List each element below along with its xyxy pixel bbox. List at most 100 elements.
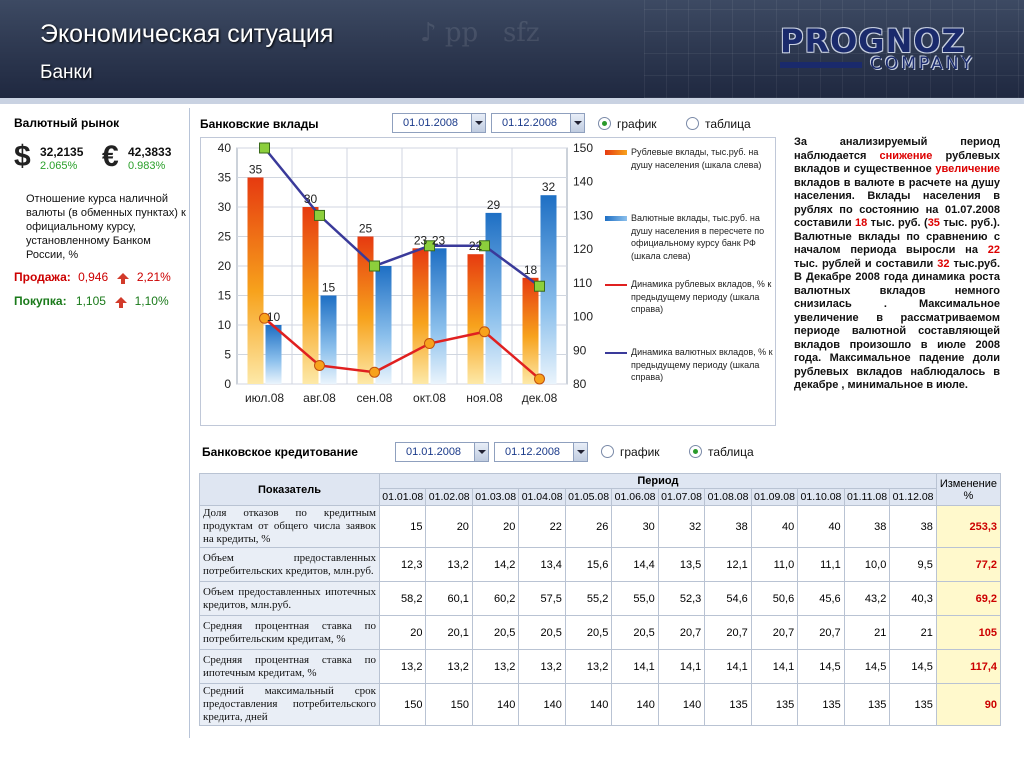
col-month: 01.10.08 <box>797 488 845 506</box>
table-cell: 140 <box>611 683 659 726</box>
table-cell: 14,1 <box>704 649 752 684</box>
analysis-part: тыс. руб.). Валютные вклады по сравнению… <box>794 217 1000 256</box>
table-cell: 14,5 <box>889 649 937 684</box>
logo-bar <box>780 62 862 68</box>
bar-rub-deposits <box>247 177 264 384</box>
col-month: 01.03.08 <box>471 488 520 506</box>
table-cell: 58,2 <box>378 581 427 616</box>
table-cell: 135 <box>843 683 891 726</box>
legend-label: Рублевые вклады, тыс.руб. на душу населе… <box>631 147 762 170</box>
prognoz-logo: PROGNOZ COMPANY <box>770 18 1018 78</box>
table-cell: 150 <box>425 683 473 726</box>
table-cell: 14,5 <box>797 649 845 684</box>
deposits-date-to[interactable]: 01.12.2008 <box>491 113 585 133</box>
point-val-dynamics <box>369 260 380 272</box>
point-rub-dynamics <box>314 359 325 371</box>
table-header-row: Показатель Период Изменение % <box>199 473 1002 506</box>
table-cell: 30 <box>611 505 659 548</box>
col-month: 01.11.08 <box>843 488 891 506</box>
credit-radio-table[interactable] <box>689 445 702 458</box>
table-cell: 10,0 <box>843 547 891 582</box>
table-cell: 9,5 <box>889 547 937 582</box>
chart-legend: Рублевые вклады, тыс.руб. на душу населе… <box>603 138 775 427</box>
table-cell: 14,4 <box>611 547 659 582</box>
x-tick-label: окт.08 <box>413 391 446 405</box>
point-val-dynamics <box>479 240 490 252</box>
table-row: Объем предоставленных ипотечных кредитов… <box>199 581 1002 616</box>
chevron-down-icon[interactable] <box>471 114 485 132</box>
point-rub-dynamics <box>479 326 490 338</box>
table-cell: 135 <box>797 683 845 726</box>
arrow-up-icon <box>117 273 130 284</box>
row-indicator: Средняя процентная ставка по ипотечным к… <box>199 649 380 684</box>
table-cell: 135 <box>704 683 752 726</box>
point-rub-dynamics <box>424 338 435 350</box>
logo-text-sub: COMPANY <box>870 54 975 74</box>
deposits-radio-table[interactable] <box>686 117 699 130</box>
credit-radio-table-label[interactable]: таблица <box>708 445 754 459</box>
table-cell: 21 <box>889 615 937 650</box>
table-cell: 57,5 <box>518 581 566 616</box>
deposits-date-from[interactable]: 01.01.2008 <box>392 113 486 133</box>
table-cell: 135 <box>750 683 799 726</box>
table-cell: 13,2 <box>425 649 473 684</box>
table-cell: 13,2 <box>564 649 613 684</box>
sell-pct: 2,21% <box>136 270 171 284</box>
col-month: 01.06.08 <box>611 488 659 506</box>
legend-label: Динамика рублевых вкладов, % к предыдуще… <box>631 279 772 314</box>
change-cell: 253,3 <box>935 505 1002 548</box>
chevron-down-icon[interactable] <box>570 114 584 132</box>
eur-change: 0.983% <box>128 160 166 172</box>
bar-data-label: 22 <box>469 239 483 253</box>
point-val-dynamics <box>424 240 435 252</box>
table-cell: 14,1 <box>750 649 799 684</box>
bar-rub-deposits <box>467 254 484 384</box>
analysis-part: тыс. рублей и составили <box>794 257 938 270</box>
col-month: 01.08.08 <box>704 488 752 506</box>
analysis-highlight: 32 <box>937 257 950 270</box>
arrow-up-icon <box>115 297 128 308</box>
table-cell: 22 <box>518 505 566 548</box>
credit-date-to[interactable]: 01.12.2008 <box>494 442 588 462</box>
table-cell: 12,1 <box>704 547 752 582</box>
deposits-title: Банковские вклады <box>200 117 319 131</box>
dollar-icon: $ <box>14 140 31 173</box>
change-cell: 117,4 <box>935 649 1002 684</box>
credit-date-from[interactable]: 01.01.2008 <box>395 442 489 462</box>
sell-row: Продажа: 0,946 2,21% <box>14 270 171 284</box>
row-indicator: Объем предоставленных ипотечных кредитов… <box>199 581 380 616</box>
y-tick-left: 35 <box>218 171 232 185</box>
table-cell: 20,1 <box>425 615 473 650</box>
legend-swatch <box>605 352 627 354</box>
x-tick-label: дек.08 <box>522 391 558 405</box>
y-tick-left: 0 <box>224 377 231 391</box>
y-tick-right: 90 <box>573 343 587 357</box>
deposits-radio-chart-label[interactable]: график <box>617 117 657 131</box>
y-tick-left: 5 <box>224 348 231 362</box>
chevron-down-icon[interactable] <box>474 443 488 461</box>
row-indicator: Объем предоставленных потребительских кр… <box>199 547 380 582</box>
table-cell: 60,2 <box>471 581 520 616</box>
credit-date-to-value: 01.12.2008 <box>505 446 561 458</box>
col-month: 01.05.08 <box>564 488 613 506</box>
table-cell: 13,2 <box>378 649 427 684</box>
table-cell: 140 <box>471 683 520 726</box>
credit-radio-chart-label[interactable]: график <box>620 445 660 459</box>
deposits-radio-table-label[interactable]: таблица <box>705 117 751 131</box>
eur-rate: 42,3833 <box>128 145 172 159</box>
credit-radio-chart[interactable] <box>601 445 614 458</box>
x-tick-label: июл.08 <box>245 391 284 405</box>
bar-data-label: 10 <box>267 310 281 324</box>
table-cell: 26 <box>564 505 613 548</box>
table-cell: 11,0 <box>750 547 799 582</box>
table-cell: 14,1 <box>657 649 706 684</box>
chevron-down-icon[interactable] <box>573 443 587 461</box>
deposits-date-to-value: 01.12.2008 <box>502 117 558 129</box>
table-row: Доля отказов по кредитным продуктам от о… <box>199 505 1002 548</box>
bar-val-deposits <box>265 325 282 384</box>
y-tick-right: 80 <box>573 377 587 391</box>
deposits-date-from-value: 01.01.2008 <box>403 117 459 129</box>
deposits-radio-chart[interactable] <box>598 117 611 130</box>
bar-val-deposits <box>375 266 392 384</box>
bar-data-label: 23 <box>414 233 428 247</box>
